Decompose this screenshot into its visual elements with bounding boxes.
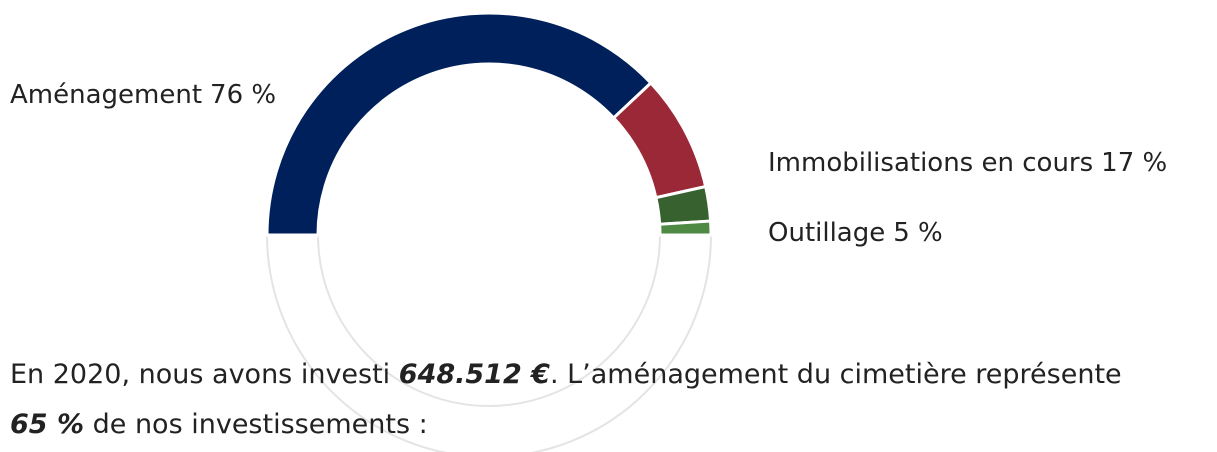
donut-segment (658, 219, 713, 237)
emphasis: 648.512 € (398, 359, 550, 390)
text: En 2020, nous avons investi (10, 359, 399, 390)
category-name: Aménagement (10, 80, 202, 110)
segment-label: Aménagement 76 % (10, 80, 276, 110)
paragraph: En 2020, nous avons investi 648.512 €. L… (10, 350, 1122, 450)
text-line: En 2020, nous avons investi 648.512 €. L… (10, 350, 1122, 400)
ring-outline (266, 234, 712, 452)
value-label: 17 % (1101, 148, 1167, 178)
value-label: 5 % (893, 218, 943, 248)
text-line: 65 % de nos investissements : (10, 400, 1122, 450)
text: . L’aménagement du cimetière représente (549, 359, 1122, 390)
segment-label: Outillage 5 % (768, 218, 943, 248)
category-name: Immobilisations en cours (768, 148, 1093, 178)
value-label: 76 % (210, 80, 276, 110)
donut-segment (265, 11, 653, 237)
emphasis: 65 % (10, 409, 85, 440)
category-name: Outillage (768, 218, 885, 248)
text: de nos investissements : (84, 409, 428, 440)
segment-label: Immobilisations en cours 17 % (768, 148, 1167, 178)
